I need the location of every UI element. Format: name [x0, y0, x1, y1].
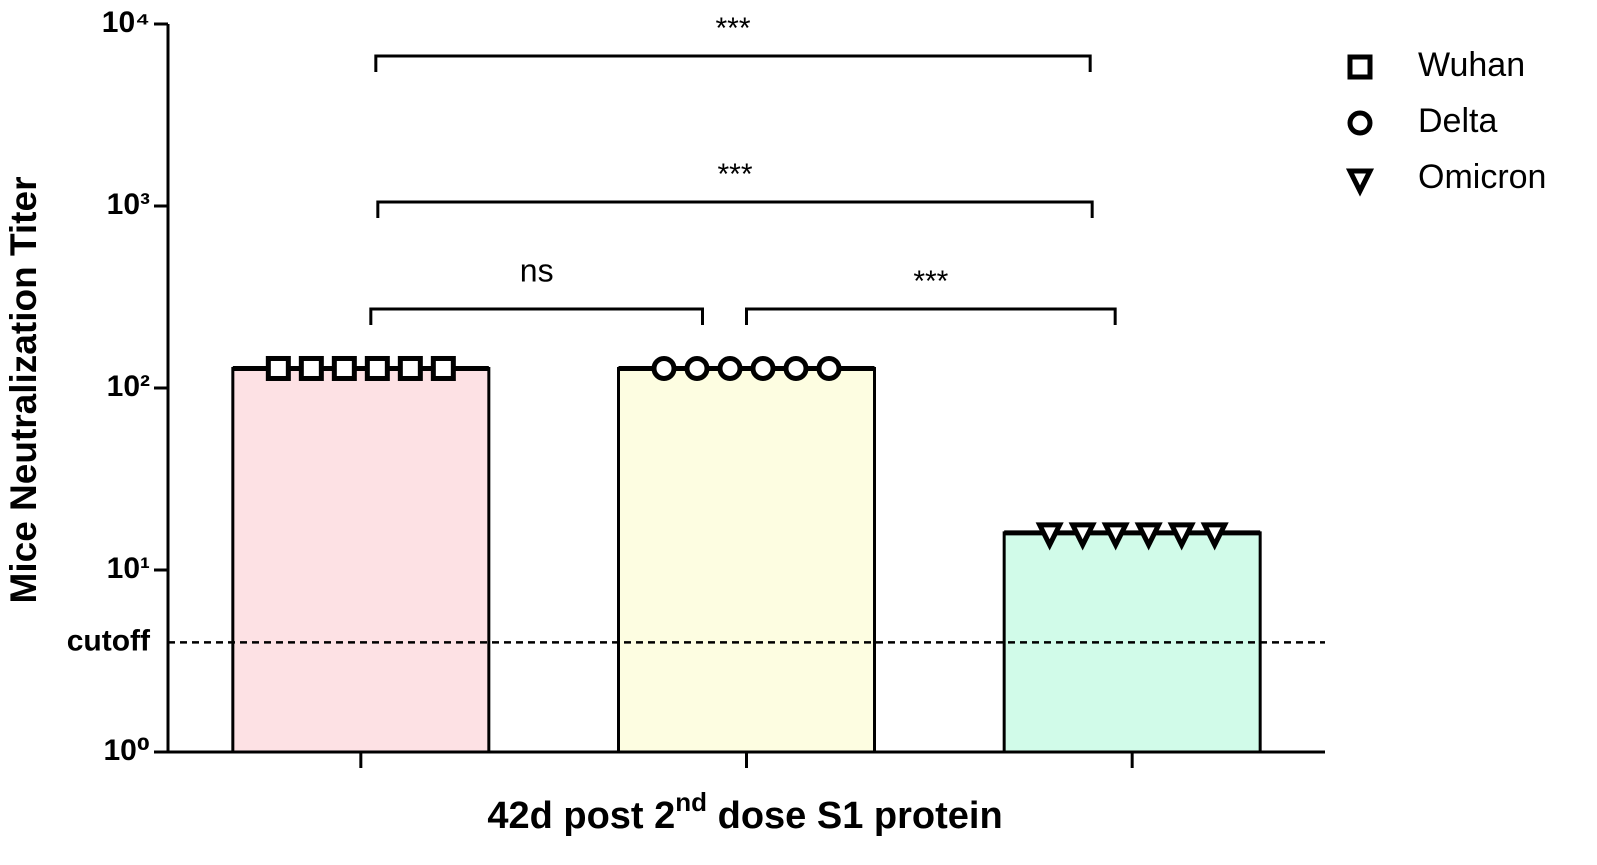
cutoff-label: cutoff: [67, 624, 151, 657]
point-triangle: [1101, 522, 1130, 551]
legend-label: Wuhan: [1418, 46, 1525, 84]
x-label-part: 42d post 2: [487, 795, 675, 837]
bar: [231, 366, 491, 754]
significance-bracket: [376, 200, 1094, 218]
significance-label: ***: [717, 158, 752, 191]
point-circle: [651, 355, 677, 381]
x-label-part: dose S1 protein: [707, 795, 1003, 837]
point-square: [364, 355, 390, 381]
point-circle: [750, 355, 776, 381]
significance-label: ***: [913, 265, 948, 298]
x-axis-label: 42d post 2nd dose S1 protein: [487, 787, 1002, 837]
point-triangle: [1068, 522, 1097, 551]
point-square: [331, 355, 357, 381]
point-triangle: [1200, 522, 1229, 551]
legend-marker: [1347, 110, 1373, 136]
point-square: [397, 355, 423, 381]
point-circle: [816, 355, 842, 381]
y-tick-label: 10³: [107, 188, 150, 221]
point-circle: [717, 355, 743, 381]
legend-marker: [1347, 54, 1373, 80]
significance-label: ns: [520, 252, 554, 288]
y-tick-label: 10⁴: [102, 6, 150, 39]
significance-label: ***: [715, 12, 750, 45]
legend-label: Delta: [1418, 102, 1497, 140]
y-tick-label: 10¹: [107, 552, 150, 585]
point-circle: [684, 355, 710, 381]
significance-bracket: [374, 54, 1092, 72]
y-axis-label: Mice Neutralization Titer: [3, 177, 44, 604]
point-triangle: [1167, 522, 1196, 551]
point-square: [298, 355, 324, 381]
point-circle: [783, 355, 809, 381]
x-label-sup: nd: [675, 787, 707, 817]
significance-bracket: [745, 307, 1117, 325]
point-triangle: [1134, 522, 1163, 551]
legend-label: Omicron: [1418, 158, 1546, 196]
y-tick-label: 10⁰: [103, 734, 150, 767]
bar: [617, 366, 876, 754]
point-square: [265, 355, 291, 381]
point-square: [430, 355, 456, 381]
legend-marker: [1345, 168, 1375, 197]
point-triangle: [1035, 522, 1064, 551]
y-tick-label: 10²: [107, 370, 150, 403]
significance-bracket: [369, 307, 704, 325]
